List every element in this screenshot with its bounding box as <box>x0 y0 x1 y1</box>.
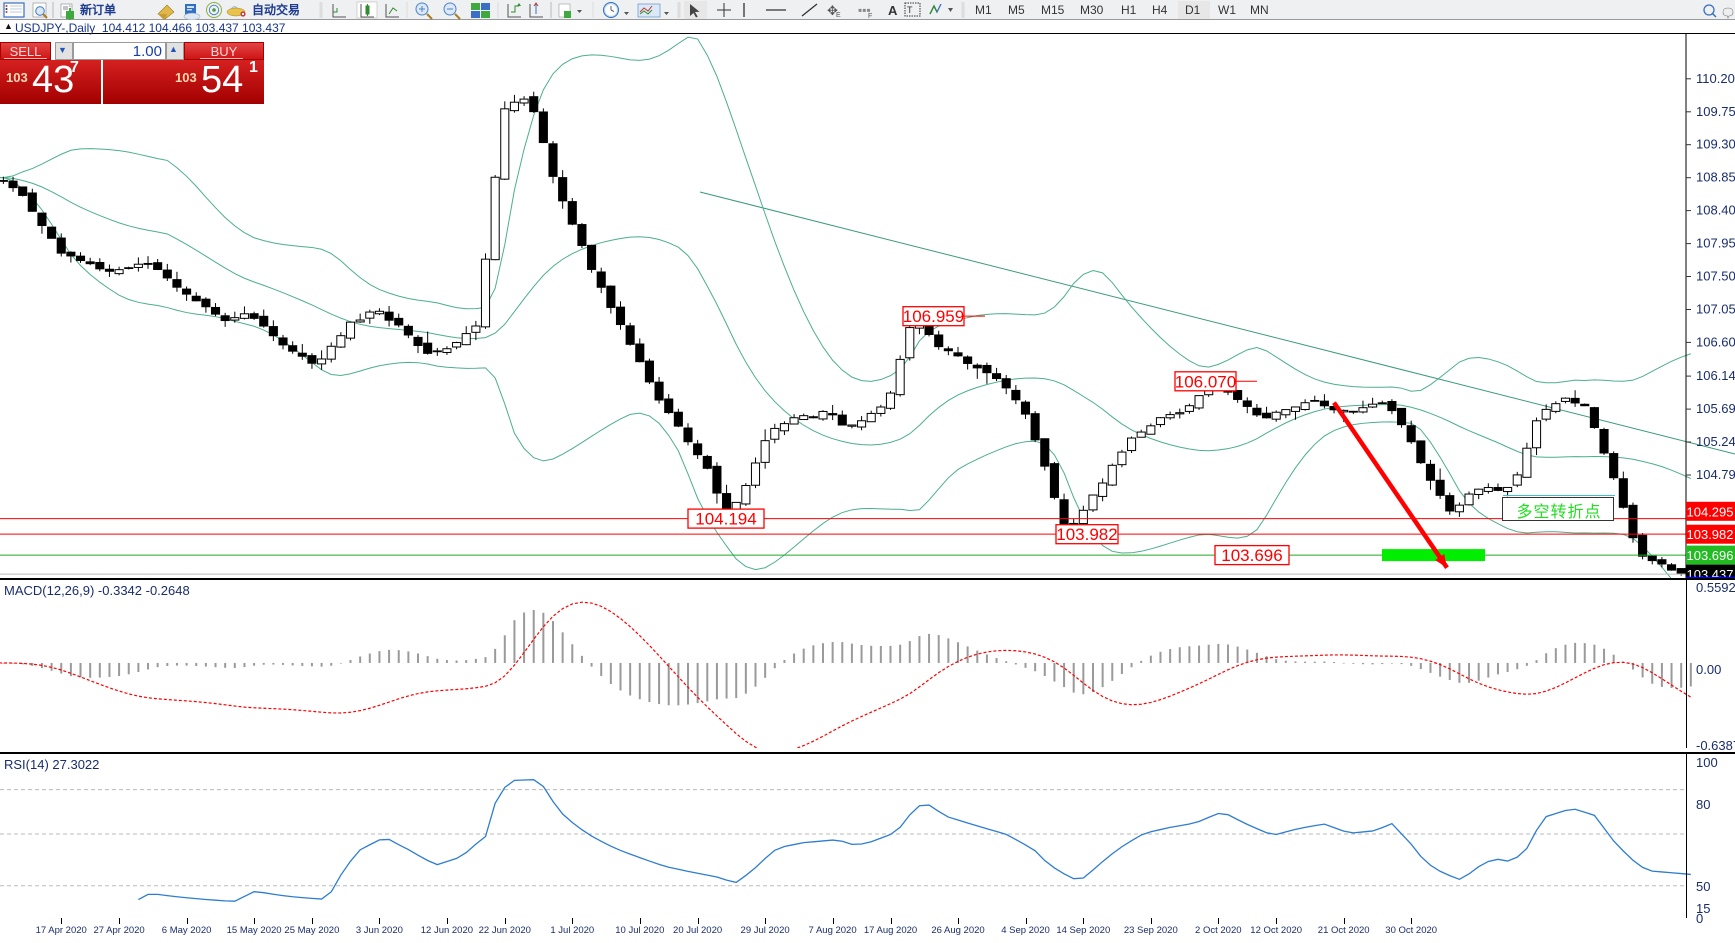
svg-text:106.140: 106.140 <box>1696 368 1735 383</box>
svg-text:107.050: 107.050 <box>1696 302 1735 317</box>
svg-text:110.200: 110.200 <box>1696 71 1735 86</box>
svg-text:D1: D1 <box>1185 3 1201 17</box>
svg-text:105.690: 105.690 <box>1696 401 1735 416</box>
svg-text:103.982: 103.982 <box>1056 525 1117 544</box>
svg-text:新订单: 新订单 <box>80 2 116 17</box>
svg-text:M30: M30 <box>1080 3 1104 17</box>
svg-text:F: F <box>868 13 872 20</box>
svg-text:105.240: 105.240 <box>1696 434 1735 449</box>
svg-text:MN: MN <box>1250 3 1269 17</box>
svg-text:108.850: 108.850 <box>1696 170 1735 185</box>
svg-text:107.950: 107.950 <box>1696 236 1735 251</box>
svg-text:107.500: 107.500 <box>1696 269 1735 284</box>
svg-text:106.600: 106.600 <box>1696 334 1735 349</box>
svg-text:108.400: 108.400 <box>1696 203 1735 218</box>
svg-text:106.959: 106.959 <box>903 307 964 326</box>
svg-text:104.194: 104.194 <box>695 510 756 529</box>
svg-text:H4: H4 <box>1152 3 1168 17</box>
svg-text:自动交易: 自动交易 <box>252 2 300 17</box>
svg-text:103.696: 103.696 <box>1221 546 1282 565</box>
svg-text:106.070: 106.070 <box>1175 372 1236 391</box>
svg-text:109.300: 109.300 <box>1696 137 1735 152</box>
svg-text:M15: M15 <box>1041 3 1065 17</box>
svg-text:A: A <box>888 3 898 18</box>
svg-text:103.982: 103.982 <box>1687 527 1734 542</box>
svg-text:T: T <box>907 5 913 15</box>
svg-text:103.437: 103.437 <box>1687 567 1734 578</box>
svg-text:103.696: 103.696 <box>1687 548 1734 563</box>
svg-text:W1: W1 <box>1218 3 1236 17</box>
svg-text:109.750: 109.750 <box>1696 104 1735 119</box>
svg-text:H1: H1 <box>1121 3 1137 17</box>
svg-text:104.295: 104.295 <box>1687 504 1734 519</box>
svg-text:E: E <box>836 12 841 19</box>
svg-text:M1: M1 <box>975 3 992 17</box>
svg-text:104.790: 104.790 <box>1696 467 1735 482</box>
svg-text:M5: M5 <box>1008 3 1025 17</box>
